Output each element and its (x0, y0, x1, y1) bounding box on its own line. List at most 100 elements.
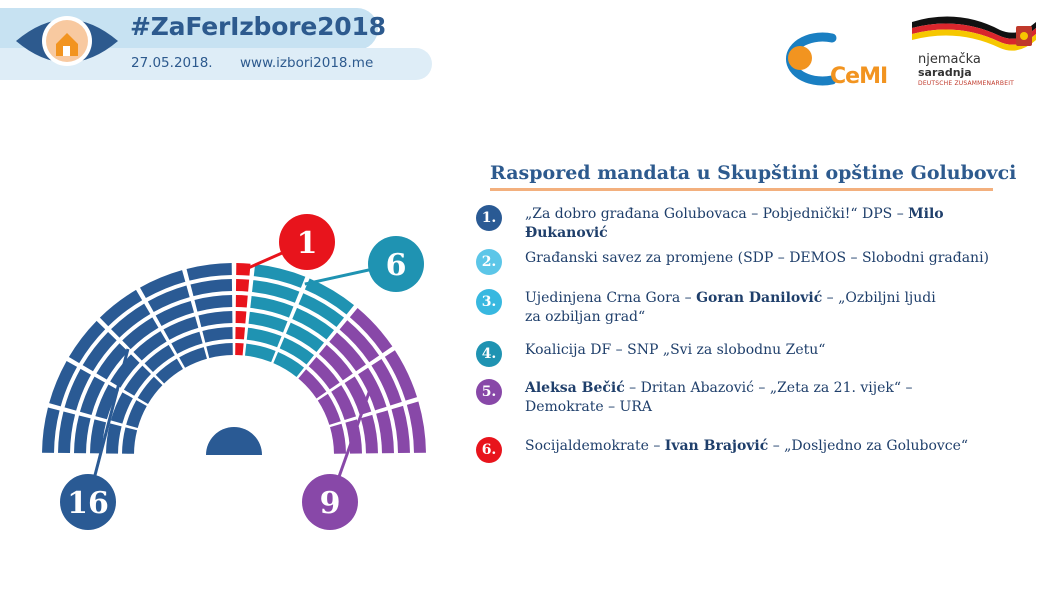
legend-leader-name: Ivan Brajović (664, 438, 769, 454)
seat-block (298, 369, 327, 399)
seat-block (74, 415, 91, 454)
seat-block (292, 307, 335, 340)
cemi-logo-icon (785, 32, 837, 86)
seat-count-bubble (302, 474, 358, 530)
legend-number-badge: 6. (476, 437, 502, 463)
seat-block (155, 300, 194, 326)
seat-block (331, 385, 357, 420)
seat-block (186, 263, 232, 281)
legend-text: Ujedinjena Crna Gora – Goran Danilović –… (525, 289, 955, 327)
podium-dome (206, 427, 262, 455)
seat-block (248, 311, 288, 333)
seat-block (244, 343, 276, 363)
legend-text-part: – „Dosljedno za Golubovce“ (768, 438, 969, 454)
seat-block (384, 350, 418, 401)
seat-block (285, 322, 325, 352)
seat-block (133, 331, 167, 361)
seat-block (298, 293, 345, 327)
seat-block (253, 264, 306, 288)
title-underline (490, 188, 993, 191)
seat-block (235, 311, 247, 324)
legend-text: „Za dobro građana Golubovaca – Pobjednič… (525, 205, 1025, 243)
seat-block (391, 405, 410, 454)
seat-block (279, 337, 315, 365)
seat-block (68, 320, 106, 364)
seat-block (194, 295, 233, 312)
seat-count-bubble (279, 214, 335, 270)
seat-block (360, 414, 378, 454)
seat-block (304, 278, 355, 315)
seat-block (376, 410, 394, 454)
german-flag-icon (912, 16, 1036, 51)
seat-block (206, 343, 233, 359)
seat-block (110, 354, 140, 388)
seat-group (42, 263, 426, 455)
legend-number-badge: 3. (476, 289, 502, 315)
legend-text-part: – „Ozbiljni ljudi za ozbiljan grad“ (525, 290, 936, 325)
legend-item-6: 6. Socijaldemokrate – Ivan Brajović – „D… (476, 437, 1025, 463)
german-logo-line1: njemačka (918, 52, 981, 67)
seat-block (252, 280, 300, 303)
german-logo-line3: DEUTSCHE ZUSAMMENARBEIT (918, 80, 1015, 87)
seat-count-label: 9 (320, 486, 341, 521)
seat-block (58, 411, 76, 454)
seat-count-bubble (60, 474, 116, 530)
legend-number-badge: 5. (476, 379, 502, 405)
seat-block (42, 407, 60, 453)
seat-block (155, 358, 183, 384)
page-title: Raspored mandata u Skupštini opštine Gol… (490, 162, 1017, 184)
seat-block (406, 401, 426, 453)
seat-count-label: 1 (297, 226, 318, 261)
seat-block (123, 365, 151, 396)
seat-block (317, 393, 341, 425)
seat-block (198, 311, 233, 328)
german-logo-line2: saradnja (918, 66, 972, 79)
seat-block (250, 295, 294, 318)
seat-block (140, 270, 186, 299)
seat-block (122, 317, 159, 350)
legend-text: Aleksa Bečić – Dritan Abazović – „Zeta z… (525, 379, 915, 417)
legend-text-part: Ujedinjena Crna Gora – (525, 290, 697, 306)
seat-block (126, 400, 147, 428)
legend-number-badge: 2. (476, 249, 502, 275)
legend-item-4: 4. Koalicija DF – SNP „Svi za slobodnu Z… (476, 341, 1025, 367)
seat-count-label: 6 (386, 248, 407, 283)
seat-block (273, 352, 305, 377)
seat-block (49, 361, 78, 407)
seat-block (339, 320, 380, 363)
seat-block (330, 423, 346, 454)
header-url[interactable]: www.izbori2018.me (240, 55, 374, 71)
seat-block (122, 427, 138, 454)
seat-block (82, 332, 117, 372)
seat-count-label: 16 (67, 486, 109, 521)
legend-text-part: Socijaldemokrate – (525, 438, 665, 454)
seat-block (95, 384, 119, 420)
seat-block (235, 295, 248, 308)
seat-block (111, 303, 151, 338)
seat-block (329, 332, 366, 372)
seat-block (110, 392, 133, 424)
legend-text: Socijaldemokrate – Ivan Brajović – „Dosl… (525, 437, 1025, 456)
seat-block (318, 344, 353, 381)
legend-text-part: Koalicija DF – SNP „Svi za slobodnu Zetu… (525, 342, 826, 358)
legend-leader-name: Aleksa Bečić (525, 380, 625, 396)
legend-item-5: 5. Aleksa Bečić – Dritan Abazović – „Zet… (476, 379, 915, 417)
legend-item-3: 3. Ujedinjena Crna Gora – Goran Danilovi… (476, 289, 955, 327)
header-date: 27.05.2018. (131, 55, 213, 71)
legend-item-2: 2. Građanski savez za promjene (SDP – DE… (476, 249, 1025, 275)
hashtag: #ZaFerIzbore2018 (130, 12, 386, 41)
seat-block (79, 376, 105, 415)
seat-block (358, 367, 387, 411)
legend-text: Građanski savez za promjene (SDP – DEMOS… (525, 249, 1025, 268)
legend-leader-name: Milo Đukanović (525, 206, 944, 241)
seat-block (202, 327, 233, 343)
seat-block (235, 343, 244, 356)
seat-block (179, 347, 207, 368)
legend-leader-name: Goran Danilović (696, 290, 823, 306)
seat-block (106, 423, 122, 454)
seat-block (147, 285, 190, 312)
seat-block (235, 327, 246, 340)
seat-count-bubble (368, 236, 424, 292)
seat-block (137, 376, 163, 404)
